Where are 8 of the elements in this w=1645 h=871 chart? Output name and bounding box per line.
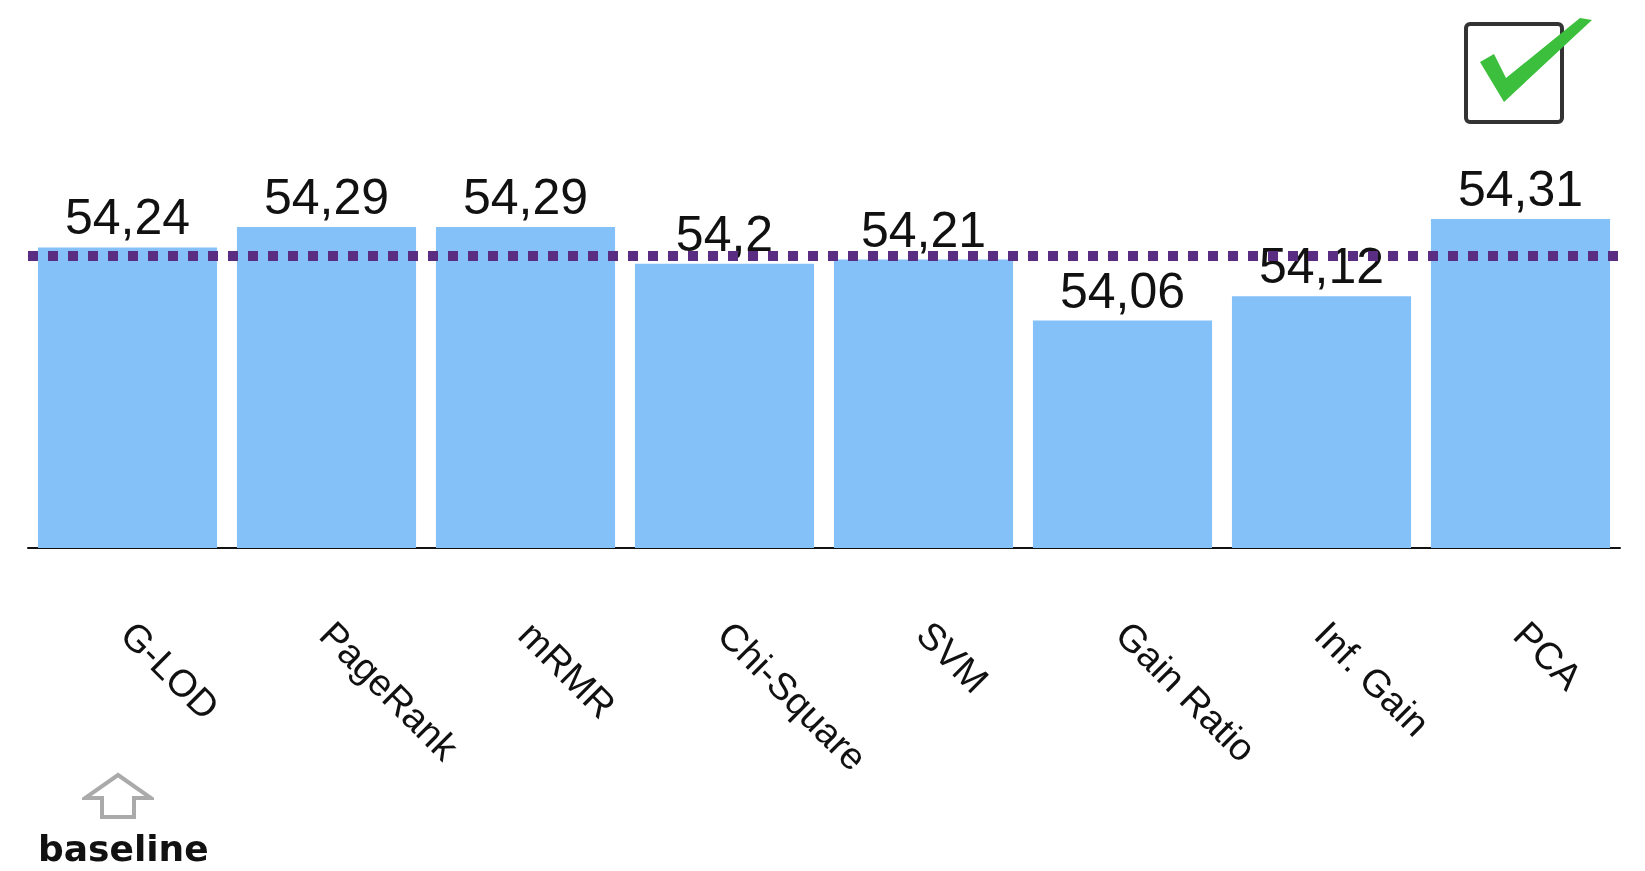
data-label: 54,24 <box>64 189 191 246</box>
data-label: 54,06 <box>1059 262 1186 319</box>
data-label: 54,21 <box>860 201 987 258</box>
text: baseline <box>38 828 209 869</box>
data-label: 54,2 <box>675 205 774 262</box>
data-label: 54,31 <box>1457 161 1584 217</box>
data-label: 54,29 <box>462 169 589 226</box>
data-label: 54,29 <box>263 169 390 226</box>
